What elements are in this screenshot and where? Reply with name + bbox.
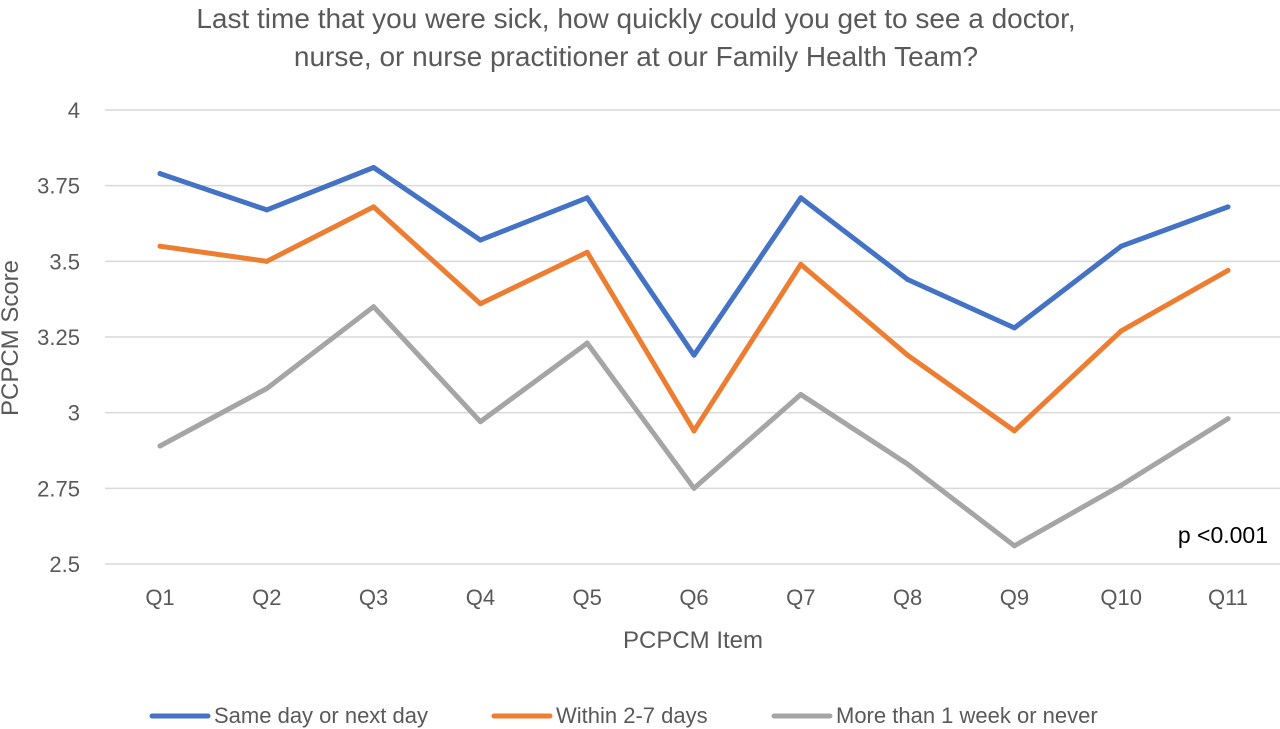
y-tick-label: 3.25	[37, 325, 80, 350]
data-point	[691, 485, 697, 491]
data-point	[798, 261, 804, 267]
legend-item: Same day or next day	[149, 703, 428, 728]
x-tick-label: Q4	[466, 585, 495, 610]
series-lines	[157, 165, 1231, 549]
data-point	[905, 352, 911, 358]
data-point	[1011, 543, 1017, 549]
data-point	[1225, 416, 1231, 422]
data-point	[691, 352, 697, 358]
data-point	[477, 301, 483, 307]
data-point	[264, 258, 270, 264]
data-point	[1118, 482, 1124, 488]
chart-title: Last time that you were sick, how quickl…	[196, 3, 1075, 72]
x-tick-label: Q7	[786, 585, 815, 610]
legend-label: Within 2-7 days	[556, 703, 708, 728]
x-axis-ticks: Q1 Q2 Q3 Q4 Q5 Q6 Q7 Q8 Q9 Q10 Q11	[145, 585, 1248, 610]
data-point	[905, 461, 911, 467]
series-within-2-7-days	[157, 204, 1231, 434]
x-tick-label: Q1	[145, 585, 174, 610]
y-tick-label: 2.75	[37, 476, 80, 501]
y-tick-label: 4	[68, 98, 80, 123]
x-tick-label: Q5	[573, 585, 602, 610]
legend: Same day or next day Within 2-7 days More …	[149, 703, 1098, 728]
x-tick-label: Q10	[1100, 585, 1142, 610]
data-point	[1011, 325, 1017, 331]
legend-label: More than 1 week or never	[836, 703, 1098, 728]
y-tick-label: 3	[68, 401, 80, 426]
chart-title-line-2: nurse, or nurse practitioner at our Fami…	[294, 41, 978, 72]
x-tick-label: Q6	[679, 585, 708, 610]
data-point	[798, 195, 804, 201]
x-axis-title: PCPCM Item	[623, 627, 763, 654]
y-tick-label: 2.5	[49, 552, 80, 577]
data-point	[584, 249, 590, 255]
legend-label: Same day or next day	[214, 703, 428, 728]
y-tick-label: 3.5	[49, 249, 80, 274]
data-point	[1011, 428, 1017, 434]
y-tick-label: 3.75	[37, 174, 80, 199]
x-tick-label: Q11	[1208, 585, 1248, 610]
legend-item: More than 1 week or never	[771, 703, 1098, 728]
x-tick-label: Q3	[359, 585, 388, 610]
data-point	[905, 276, 911, 282]
series-same-day-or-next-day	[157, 165, 1231, 358]
data-point	[157, 443, 163, 449]
data-point	[584, 195, 590, 201]
data-point	[477, 419, 483, 425]
y-axis-title: PCPCM Score	[0, 260, 24, 416]
data-point	[1118, 243, 1124, 249]
data-point	[157, 243, 163, 249]
legend-item: Within 2-7 days	[491, 703, 708, 728]
p-value-annotation: p <0.001	[1178, 522, 1268, 548]
x-tick-label: Q9	[1000, 585, 1029, 610]
x-tick-label: Q2	[252, 585, 281, 610]
data-point	[584, 340, 590, 346]
data-point	[477, 237, 483, 243]
data-point	[1225, 267, 1231, 273]
series-more-than-1-week-or-never	[157, 304, 1231, 549]
data-point	[371, 165, 377, 171]
data-point	[264, 385, 270, 391]
data-point	[371, 204, 377, 210]
series-line-within-2-7-days	[157, 204, 1231, 434]
data-point	[1118, 328, 1124, 334]
data-point	[1225, 204, 1231, 210]
y-axis-ticks: 4 3.75 3.5 3.25 3 2.75 2.5	[37, 98, 80, 577]
data-point	[798, 392, 804, 398]
data-point	[371, 304, 377, 310]
data-point	[691, 428, 697, 434]
data-point	[264, 207, 270, 213]
x-tick-label: Q8	[893, 585, 922, 610]
chart-title-line-1: Last time that you were sick, how quickl…	[196, 3, 1075, 34]
data-point	[157, 171, 163, 177]
